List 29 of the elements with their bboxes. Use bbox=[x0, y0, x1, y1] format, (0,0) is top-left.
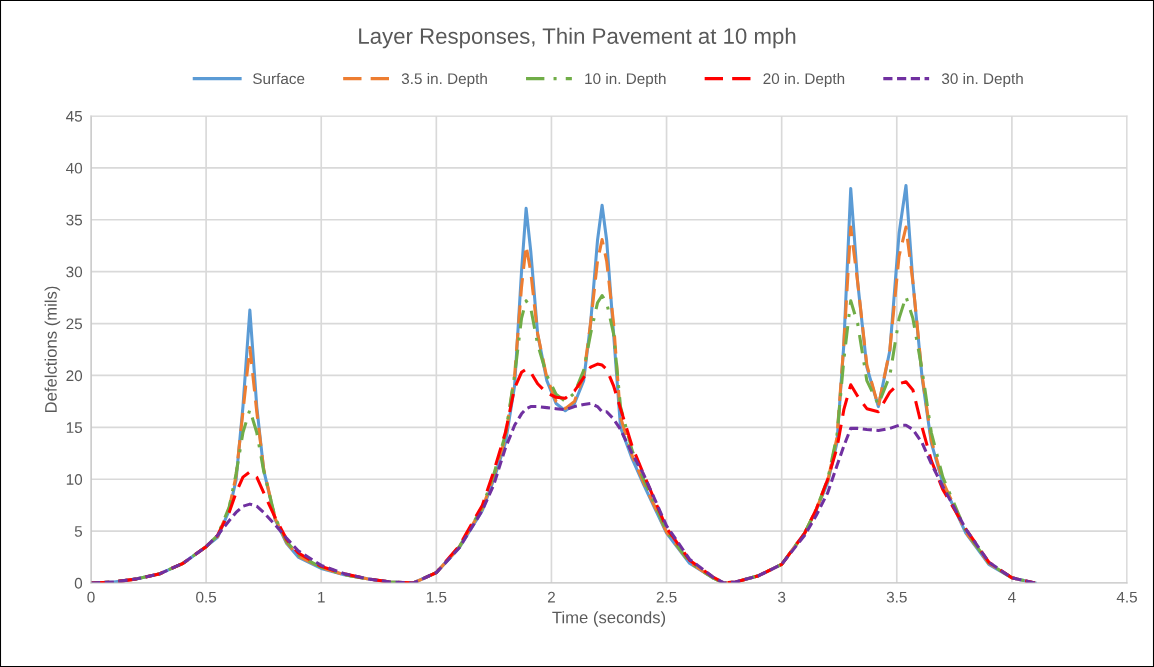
y-tick-label: 5 bbox=[74, 526, 83, 537]
y-tick-label: 40 bbox=[66, 162, 83, 174]
legend-label: 10 in. Depth bbox=[585, 72, 666, 88]
chart-title: Layer Responses, Thin Pavement at 10 mph bbox=[359, 27, 796, 49]
x-tick-label: 2.5 bbox=[656, 591, 677, 603]
legend-label: 3.5 in. Depth bbox=[401, 72, 487, 88]
x-tick-label: 1.5 bbox=[426, 591, 447, 603]
y-tick-label: 45 bbox=[66, 111, 83, 122]
x-tick-label: 4 bbox=[1007, 591, 1016, 603]
x-tick-label: 1 bbox=[318, 591, 325, 603]
y-tick-label: 10 bbox=[66, 474, 83, 485]
x-axis-title: Time (seconds) bbox=[552, 611, 666, 627]
x-tick-label: 2 bbox=[547, 591, 555, 603]
y-tick-label: 15 bbox=[66, 422, 83, 434]
x-tick-label: 0 bbox=[87, 591, 95, 603]
legend-label: Surface bbox=[253, 72, 305, 85]
y-tick-label: 20 bbox=[66, 370, 83, 382]
y-tick-label: 0 bbox=[74, 577, 83, 589]
y-tick-label: 30 bbox=[66, 266, 83, 278]
legend-label: 30 in. Depth bbox=[941, 72, 1023, 88]
y-axis-title: Defelctions (mils) bbox=[44, 286, 61, 413]
legend-label: 20 in. Depth bbox=[763, 72, 845, 88]
line-series bbox=[91, 401, 1037, 583]
y-tick-label: 25 bbox=[66, 318, 83, 330]
x-tick-label: 3.5 bbox=[886, 591, 907, 603]
x-tick-label: 3 bbox=[778, 591, 786, 603]
y-tick-label: 35 bbox=[66, 214, 83, 226]
x-tick-label: 0.5 bbox=[196, 591, 217, 603]
x-tick-label: 4.5 bbox=[1116, 591, 1137, 603]
